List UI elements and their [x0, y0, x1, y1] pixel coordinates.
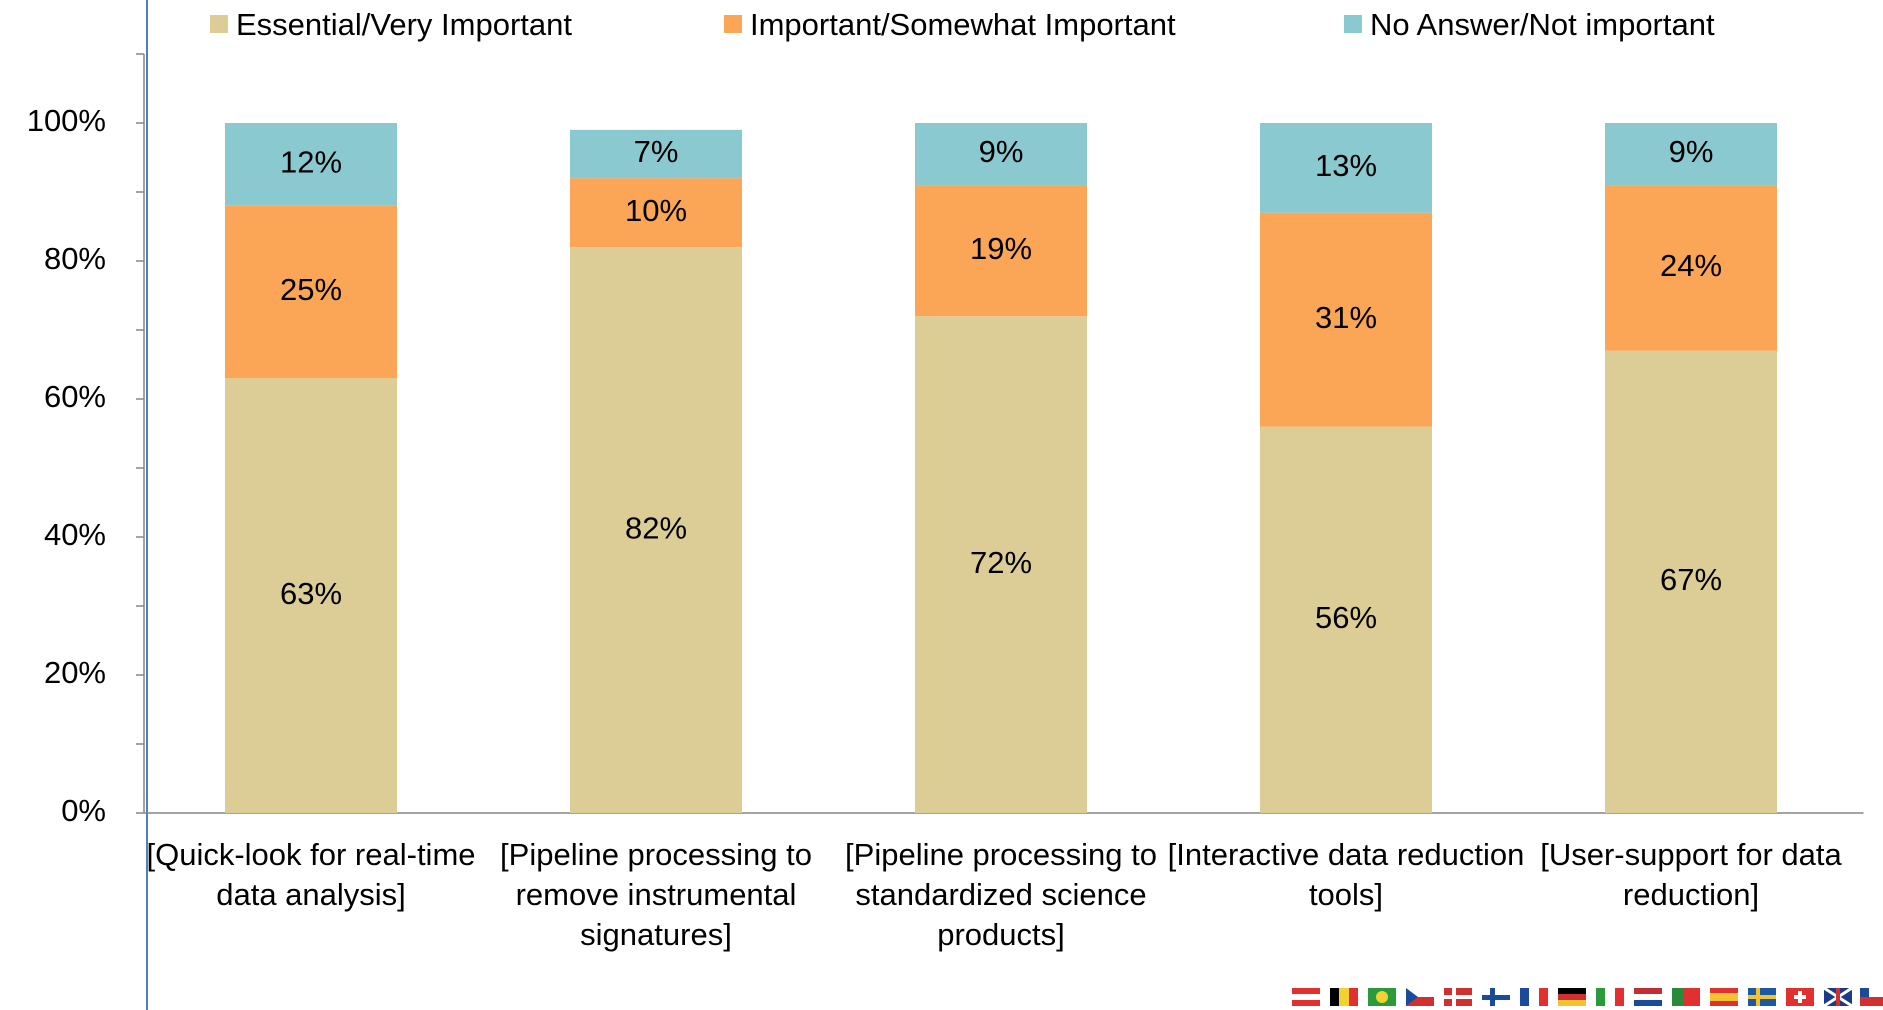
flags: [1292, 986, 1883, 1008]
x-tick-label: [Quick-look for real-time data analysis]: [146, 837, 476, 912]
data-label: 63%: [280, 576, 342, 611]
bar-segment: [915, 185, 1087, 317]
data-label: 10%: [625, 193, 687, 228]
legend-label: Important/Somewhat Important: [750, 7, 1176, 42]
legend-label: Essential/Very Important: [236, 7, 572, 42]
x-tick-label-box: [Quick-look for real-time data analysis]: [146, 837, 476, 912]
x-tick-label-box: [Interactive data reduction tools]: [1167, 837, 1525, 912]
bar-segment: [570, 178, 742, 248]
y-tick-label: 0%: [61, 793, 106, 828]
x-tick-label: [User-support for data reduction]: [1540, 837, 1842, 912]
data-label: 12%: [280, 145, 342, 180]
data-label: 67%: [1660, 562, 1722, 597]
bar-segment: [225, 123, 397, 206]
bar-segment: [1605, 185, 1777, 351]
x-tick-label-box: [Pipeline processing to remove instrumen…: [500, 837, 812, 952]
data-label: 31%: [1315, 300, 1377, 335]
bar-segment: [1260, 123, 1432, 213]
bar-segment: [570, 129, 742, 179]
y-tick-label: 60%: [44, 379, 106, 414]
data-label: 56%: [1315, 600, 1377, 635]
data-label: 9%: [979, 134, 1024, 169]
data-label: 82%: [625, 510, 687, 545]
bar-segment: [1605, 350, 1777, 813]
y-tick-label: 20%: [44, 655, 106, 690]
y-tick-label: 80%: [44, 241, 106, 276]
legend-swatch: [724, 15, 742, 33]
data-label: 13%: [1315, 148, 1377, 183]
bar-segment: [225, 205, 397, 379]
bar-segment: [225, 378, 397, 813]
legend-swatch: [1344, 15, 1362, 33]
data-label: 7%: [634, 134, 679, 169]
data-label: 19%: [970, 231, 1032, 266]
y-tick-label: 100%: [27, 103, 106, 138]
x-tick-label-box: [Pipeline processing to standardized sci…: [845, 837, 1157, 952]
legend-swatch: [210, 15, 228, 33]
bar-segment: [1260, 426, 1432, 813]
x-tick-label: [Pipeline processing to standardized sci…: [845, 837, 1157, 952]
bar-segment: [1260, 212, 1432, 427]
x-tick-label: [Pipeline processing to remove instrumen…: [500, 837, 812, 952]
y-tick-label: 40%: [44, 517, 106, 552]
bar-segment: [915, 123, 1087, 186]
bar-segment: [570, 247, 742, 813]
data-label: 25%: [280, 272, 342, 307]
x-tick-label-box: [User-support for data reduction]: [1540, 837, 1842, 912]
x-tick-label: [Interactive data reduction tools]: [1167, 837, 1525, 912]
bar-segment: [915, 316, 1087, 813]
data-label: 72%: [970, 545, 1032, 580]
data-label: 9%: [1669, 134, 1714, 169]
bar-segment: [1605, 123, 1777, 186]
data-label: 24%: [1660, 248, 1722, 283]
legend-label: No Answer/Not important: [1370, 7, 1715, 42]
